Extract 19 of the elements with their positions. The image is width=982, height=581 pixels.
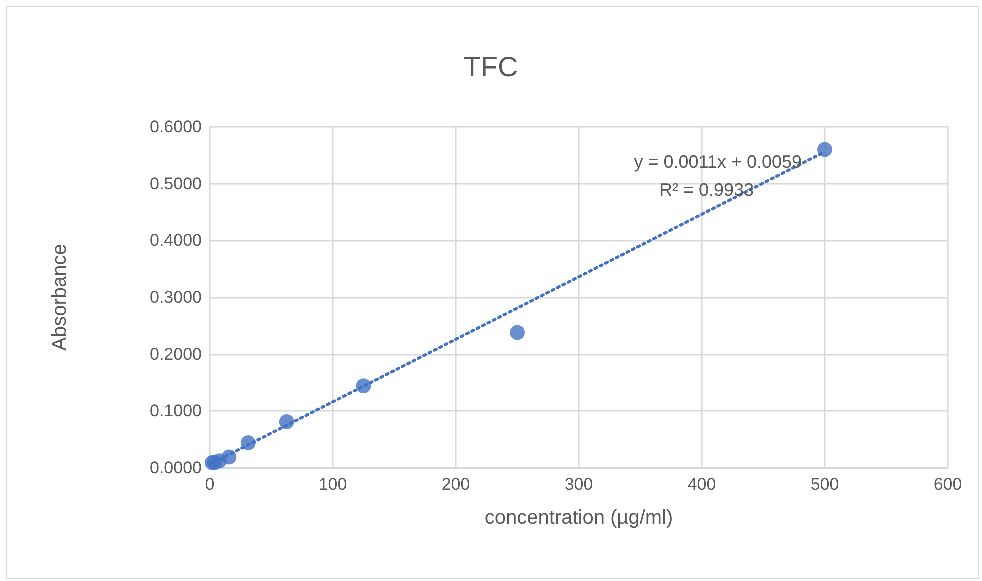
y-tick-label: 0.3000: [150, 288, 202, 307]
x-tick-label: 500: [810, 475, 840, 494]
y-tick-label: 0.1000: [150, 402, 202, 421]
y-axis-title: Absorbance: [49, 244, 71, 351]
x-tick-label: 400: [688, 475, 716, 494]
y-tick-label: 0.2000: [150, 344, 202, 364]
annotation: y = 0.0011x + 0.0059: [634, 152, 802, 172]
x-tick-label: 100: [318, 475, 348, 494]
y-tick-label: 0.0000: [150, 458, 202, 478]
y-tick-label: 0.5000: [150, 174, 202, 194]
annotation: R² = 0.9933: [659, 180, 754, 200]
x-axis-title: concentration (µg/ml): [484, 507, 674, 529]
x-tick-label: 300: [564, 475, 594, 494]
chart-title: TFC: [464, 52, 518, 82]
y-tick-label: 0.6000: [150, 118, 202, 136]
x-tick-label: 200: [442, 475, 470, 494]
x-tick-label: 0: [205, 475, 215, 494]
y-tick-label: 0.4000: [150, 231, 202, 250]
x-tick-label: 600: [934, 475, 962, 494]
